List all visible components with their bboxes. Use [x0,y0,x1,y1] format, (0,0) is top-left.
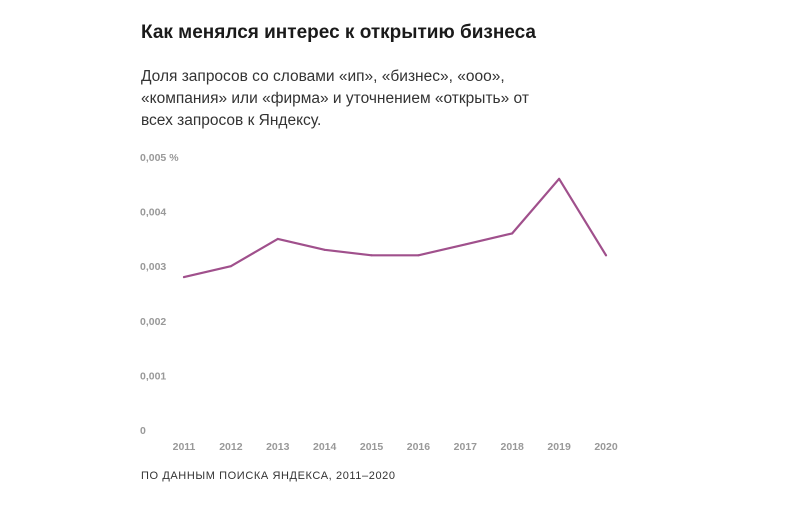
data-point [511,232,514,235]
y-tick-label: 0,001 [140,370,166,382]
x-axis: 2011 2012 2013 2014 2015 2016 2017 2018 2019 2020 [173,441,618,453]
chart-title: Как менялся интерес к открытию бизнеса [141,22,536,43]
x-tick-label: 2012 [219,441,243,453]
y-axis: 0 0,001 0,002 0,003 0,004 0,005 % [140,152,179,437]
chart-source: ПО ДАННЫМ ПОИСКА ЯНДЕКСА, 2011–2020 [141,470,396,482]
x-tick-label: 2011 [173,441,196,453]
series-line [182,177,608,279]
data-point [370,254,373,257]
y-tick-label: 0,005 % [140,152,179,164]
data-point [183,276,185,279]
x-tick-label: 2015 [360,441,384,453]
y-tick-label: 0,002 [140,316,166,328]
y-tick-label: 0,003 [140,261,166,273]
data-point [417,254,420,257]
y-tick-label: 0 [140,425,146,437]
data-point [323,248,326,251]
data-point [276,237,279,240]
chart-subtitle: Доля запросов со словами «ип», «бизнес»,… [141,68,529,129]
x-tick-label: 2013 [266,441,290,453]
data-point [464,243,467,246]
data-point [229,265,232,268]
x-tick-label: 2017 [454,441,478,453]
data-point [558,177,561,180]
x-tick-label: 2020 [594,441,618,453]
x-tick-label: 2014 [313,441,337,453]
x-tick-label: 2016 [407,441,431,453]
data-point [605,254,607,257]
x-tick-label: 2019 [547,441,571,453]
series-layer [182,177,608,279]
x-tick-label: 2018 [501,441,525,453]
y-tick-label: 0,004 [140,207,166,219]
